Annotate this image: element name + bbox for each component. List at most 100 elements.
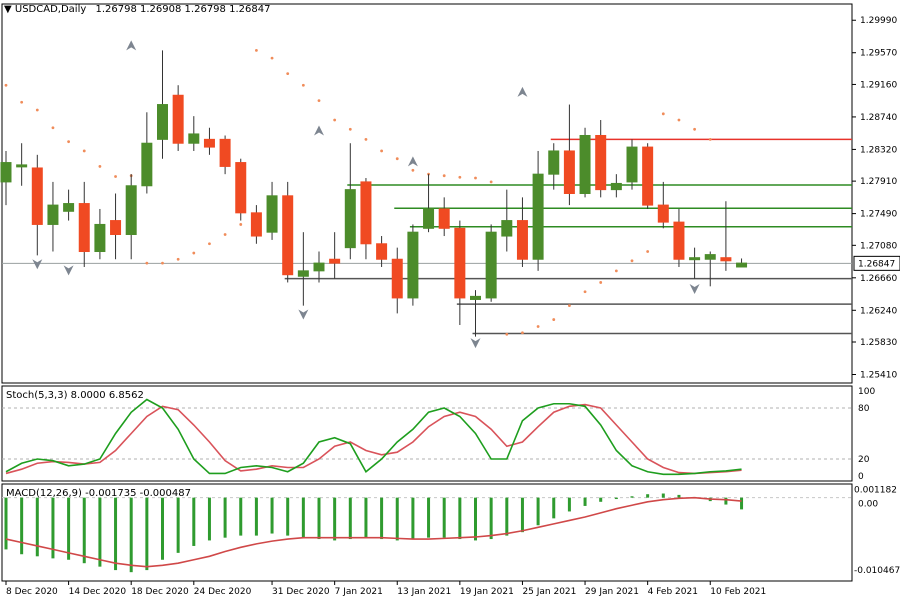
- parabolic-sar-dot: [630, 259, 634, 263]
- macd-histogram-bar: [536, 497, 540, 526]
- fractal-down-arrow-icon: [298, 309, 309, 320]
- fractal-down-arrow-icon: [689, 283, 700, 294]
- parabolic-sar-dot: [192, 251, 196, 255]
- date-axis-label: 4 Feb 2021: [648, 587, 698, 597]
- candle-bullish: [532, 173, 544, 260]
- price-axis-label: 1.29160: [860, 80, 897, 90]
- candle-bearish: [595, 134, 607, 191]
- candle-bearish: [720, 257, 732, 262]
- candle-bullish: [266, 195, 278, 233]
- parabolic-sar-dot: [380, 149, 383, 153]
- parabolic-sar-dot: [442, 174, 446, 178]
- candle-bullish: [125, 185, 137, 235]
- macd-histogram-bar: [254, 497, 258, 536]
- macd-histogram-bar: [474, 497, 477, 541]
- date-axis-label: 7 Jan 2021: [335, 587, 383, 597]
- parabolic-sar-dot: [145, 261, 149, 265]
- candle-bearish: [454, 227, 466, 299]
- macd-histogram-bar: [661, 493, 665, 498]
- price-axis-label: 1.25410: [860, 370, 897, 380]
- symbol-title: USDCAD,Daily: [14, 4, 87, 15]
- price-axis-label: 1.26660: [860, 274, 897, 284]
- candle-bearish: [329, 258, 341, 264]
- macd-histogram-bar: [442, 497, 446, 538]
- parabolic-sar-dot: [317, 99, 321, 103]
- candle-bearish: [235, 162, 247, 214]
- parabolic-sar-dot: [270, 56, 274, 60]
- parabolic-sar-dot: [568, 304, 571, 308]
- date-axis-label: 31 Dec 2020: [272, 587, 330, 597]
- parabolic-sar-dot: [82, 149, 86, 153]
- macd-histogram-bar: [51, 497, 55, 559]
- candle-bullish: [0, 162, 12, 183]
- macd-histogram-bar: [427, 497, 431, 538]
- parabolic-sar-dot: [614, 269, 618, 273]
- candle-bullish: [16, 164, 28, 168]
- candle-bearish: [110, 220, 122, 235]
- stoch-panel-frame: [1, 385, 853, 482]
- parabolic-sar-dot: [489, 180, 493, 184]
- candle-bearish: [642, 146, 654, 206]
- ohlc-low: 1.26798: [184, 4, 226, 15]
- fractal-up-arrow-icon: [126, 40, 137, 51]
- macd-histogram-bar: [740, 497, 744, 510]
- price-axis-label: 1.28320: [860, 145, 897, 155]
- macd-axis-label: 0.001182: [854, 486, 897, 496]
- macd-histogram-bar: [520, 497, 524, 533]
- parabolic-sar-dot: [20, 100, 24, 104]
- macd-histogram-bar: [348, 497, 352, 540]
- macd-histogram-bar: [505, 497, 509, 536]
- candle-bullish: [157, 104, 168, 140]
- candle-bearish: [219, 138, 231, 167]
- last-price-box: [853, 255, 900, 271]
- candle-bearish: [563, 150, 575, 194]
- stoch-title: Stoch(5,3,3) 8.0000 6.8562: [6, 390, 144, 401]
- stoch-k-line: [5, 398, 742, 476]
- macd-histogram-bar: [380, 497, 384, 540]
- macd-histogram-bar: [207, 497, 211, 541]
- stoch-axis-label: 80: [858, 404, 870, 414]
- parabolic-sar-dot: [599, 281, 603, 284]
- fractal-up-arrow-icon: [517, 86, 528, 97]
- date-axis-label: 29 Jan 2021: [585, 587, 639, 597]
- candle-bearish: [657, 204, 669, 223]
- candle-bullish: [501, 220, 513, 237]
- parabolic-sar-dot: [286, 72, 290, 76]
- macd-histogram-bar: [599, 497, 603, 502]
- candle-bullish: [313, 262, 325, 272]
- candle-bullish: [610, 182, 622, 191]
- macd-histogram-bar: [192, 497, 196, 546]
- date-axis-label: 14 Dec 2020: [69, 587, 127, 597]
- candle-bullish: [704, 254, 716, 260]
- parabolic-sar-dot: [51, 126, 55, 130]
- symbol-header: ▼ USDCAD,Daily 1.26798 1.26908 1.26798 1…: [4, 4, 270, 15]
- macd-histogram-bar: [567, 497, 571, 512]
- candle-bullish: [423, 208, 435, 229]
- fractal-down-arrow-icon: [63, 265, 74, 276]
- macd-title: MACD(12,26,9) -0.001735 -0.000487: [6, 488, 191, 499]
- parabolic-sar-dot: [458, 175, 462, 179]
- parabolic-sar-dot: [301, 83, 305, 87]
- candle-bearish: [172, 94, 184, 144]
- candle-bullish: [47, 204, 59, 225]
- candle-bearish: [438, 208, 450, 229]
- parabolic-sar-dot: [223, 233, 227, 236]
- price-axis-label: 1.27490: [860, 210, 897, 220]
- stoch-axis-label: 20: [858, 455, 870, 465]
- parabolic-sar-dot: [348, 127, 352, 131]
- candle-bullish: [689, 257, 701, 261]
- candle-bearish: [31, 167, 43, 225]
- date-axis-label: 8 Dec 2020: [6, 587, 58, 597]
- candle-bearish: [360, 181, 372, 245]
- symbol-dropdown-icon[interactable]: ▼: [4, 4, 12, 15]
- candle-bearish: [376, 243, 388, 260]
- ohlc-close: 1.26847: [229, 4, 271, 15]
- macd-histogram-bar: [333, 497, 337, 541]
- candle-bullish: [344, 189, 356, 249]
- parabolic-sar-dot: [708, 137, 712, 141]
- parabolic-sar-dot: [505, 332, 509, 336]
- macd-histogram-bar: [489, 497, 493, 540]
- macd-histogram-bar: [364, 497, 368, 538]
- parabolic-sar-dot: [176, 257, 180, 261]
